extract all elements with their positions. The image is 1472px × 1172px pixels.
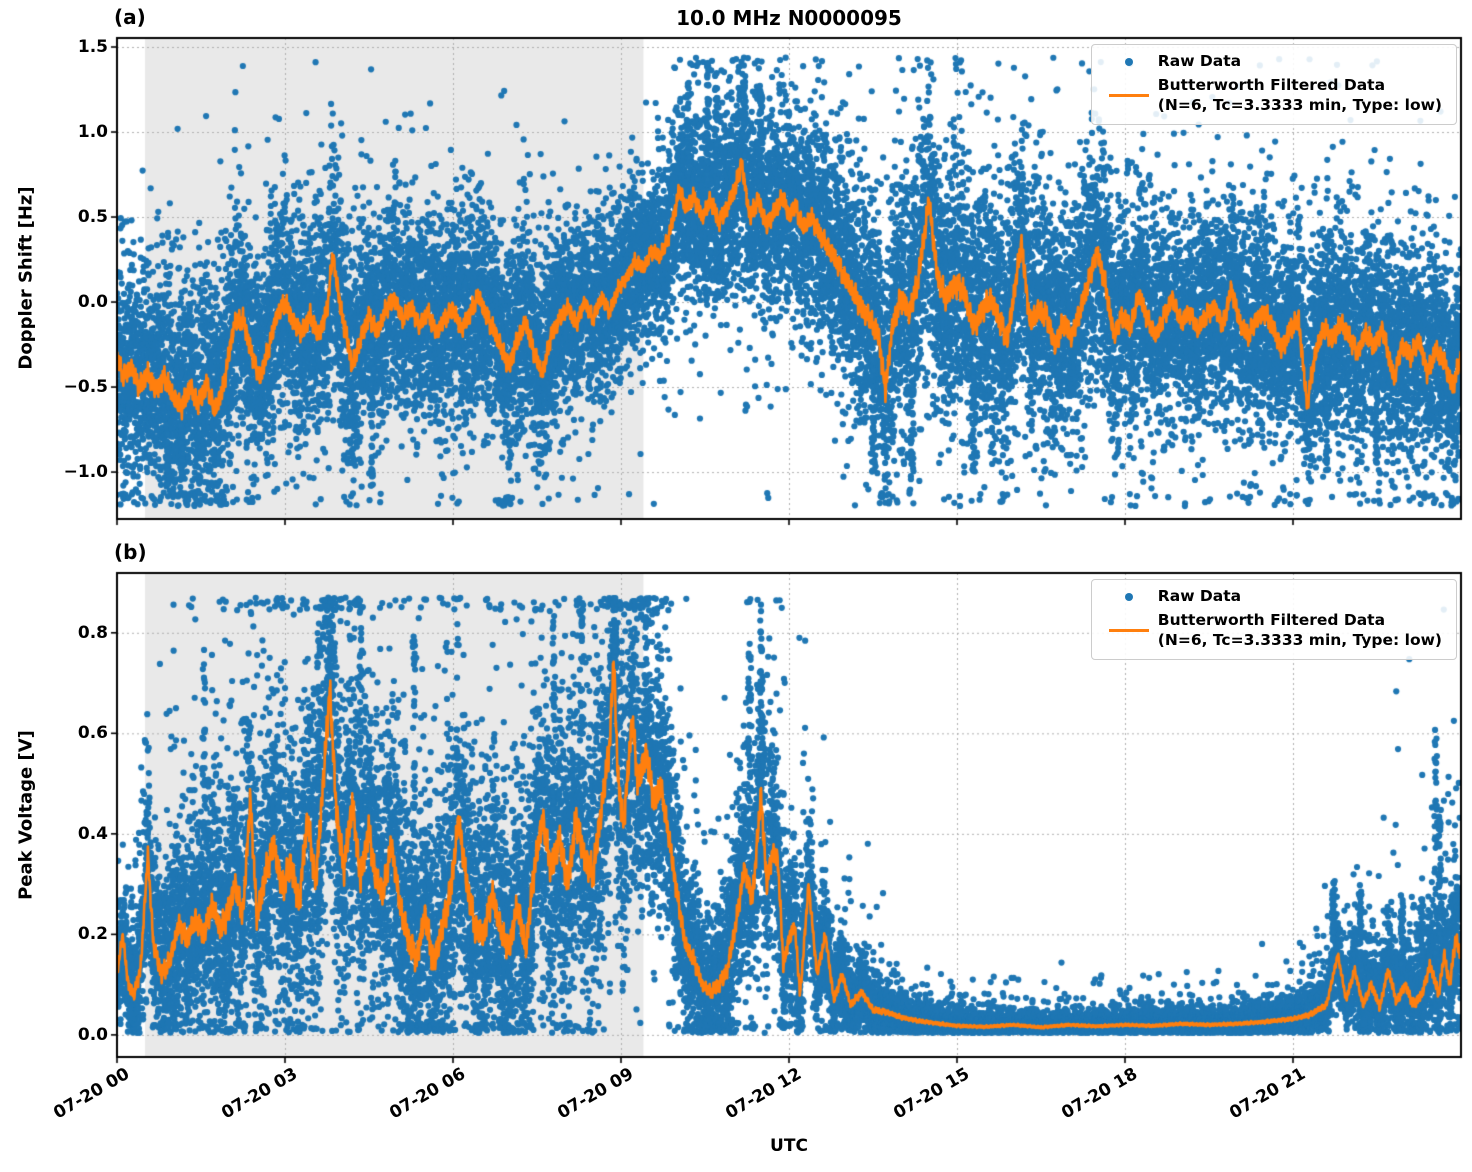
panel-b-label: (b): [114, 540, 147, 564]
y-tick-label: 0.2: [77, 924, 108, 945]
y-tick-label: 0.6: [77, 723, 108, 744]
y-tick-label: −1.0: [63, 462, 108, 483]
legend-filtered-label-line2: (N=6, Tc=3.3333 min, Type: low): [1157, 95, 1442, 114]
legend-row-raw: Raw Data: [1100, 587, 1442, 607]
y-tick-label: 0.0: [77, 292, 108, 313]
legend-filtered-label-line1: Butterworth Filtered Data: [1157, 75, 1386, 94]
y-tick-label: 1.0: [77, 122, 108, 143]
y-tick-label: −0.5: [63, 377, 108, 398]
panel-a-label: (a): [114, 5, 146, 29]
y-tick-label: 0.4: [77, 823, 108, 844]
y-axis-label-voltage: Peak Voltage [V]: [15, 730, 37, 900]
legend-filtered-label-line1: Butterworth Filtered Data: [1157, 610, 1386, 629]
legend-filtered-label-line2: (N=6, Tc=3.3333 min, Type: low): [1157, 630, 1442, 649]
x-axis-label: UTC: [770, 1136, 808, 1156]
legend-raw-label: Raw Data: [1157, 52, 1242, 70]
legend-row-filtered: Butterworth Filtered Data (N=6, Tc=3.333…: [1100, 76, 1442, 116]
y-tick-label: 1.5: [77, 37, 108, 57]
legend-panel-a: Raw Data Butterworth Filtered Data (N=6,…: [1090, 44, 1457, 126]
legend-row-raw: Raw Data: [1100, 52, 1442, 72]
y-tick-label: 0.5: [77, 207, 108, 228]
raw-data-dot-icon: [1124, 57, 1133, 66]
figure-title: 10.0 MHz N0000095: [676, 6, 902, 30]
filtered-line-icon: [1108, 628, 1149, 633]
legend-row-filtered: Butterworth Filtered Data (N=6, Tc=3.333…: [1100, 611, 1442, 651]
y-tick-label: 0.0: [77, 1024, 108, 1045]
filtered-line-icon: [1108, 93, 1149, 98]
legend-panel-b: Raw Data Butterworth Filtered Data (N=6,…: [1090, 579, 1457, 661]
raw-data-dot-icon: [1124, 592, 1133, 601]
legend-raw-label: Raw Data: [1157, 587, 1242, 605]
y-tick-label: 0.8: [77, 622, 108, 643]
